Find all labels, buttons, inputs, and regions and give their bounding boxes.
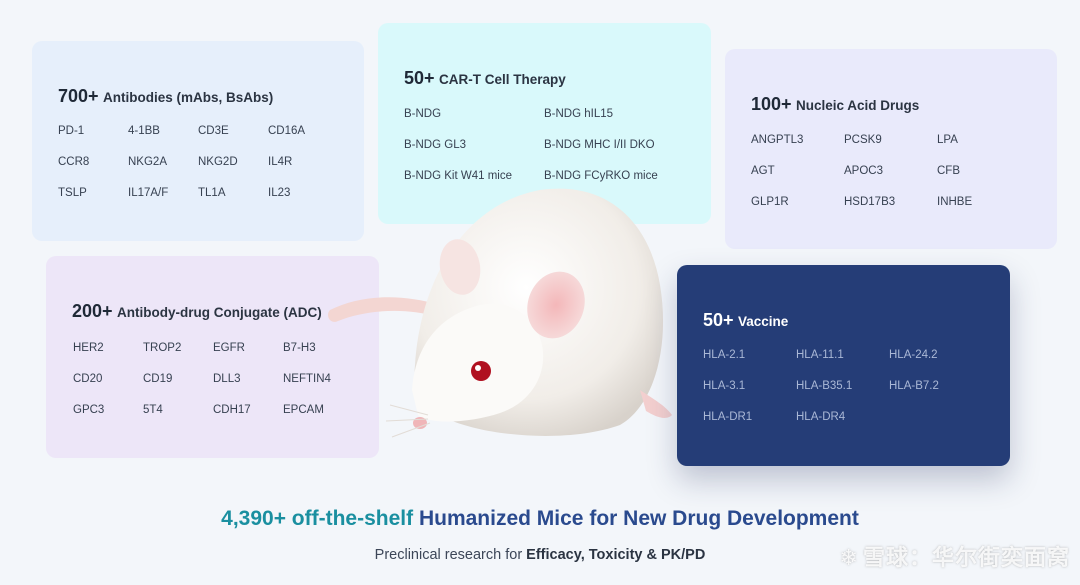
watermark: ❄ 雪球：华尔街奕面窝	[840, 540, 1070, 572]
list-item: B7-H3	[283, 342, 316, 354]
antibodies-card: 700+ Antibodies (mAbs, BsAbs) PD-1 4-1BB…	[32, 41, 364, 241]
mouse-eye	[471, 361, 491, 381]
cart-title: 50+ CAR-T Cell Therapy	[404, 68, 566, 89]
list-item: LPA	[937, 134, 958, 146]
list-item: CD16A	[268, 125, 306, 137]
list-item: B-NDG	[404, 108, 442, 120]
cart-label: CAR-T Cell Therapy	[439, 72, 566, 87]
list-item: B-NDG MHC I/II DKO	[544, 139, 655, 151]
list-item: HSD17B3	[844, 196, 896, 208]
list-item: EPCAM	[283, 404, 324, 416]
list-item: DLL3	[213, 373, 241, 385]
list-item: IL17A/F	[128, 187, 169, 199]
nucleic-count: 100+	[751, 94, 792, 114]
vaccine-title: 50+ Vaccine	[703, 310, 788, 331]
adc-count: 200+	[72, 301, 113, 321]
list-item: AGT	[751, 165, 775, 177]
list-item: HLA-3.1	[703, 380, 746, 392]
list-item: HLA-B35.1	[796, 380, 853, 392]
list-item: CCR8	[58, 156, 90, 168]
list-item: HLA-11.1	[796, 349, 844, 361]
list-item: PD-1	[58, 125, 85, 137]
list-item: HER2	[73, 342, 104, 354]
list-item: HLA-2.1	[703, 349, 746, 361]
antibodies-title: 700+ Antibodies (mAbs, BsAbs)	[58, 86, 273, 107]
list-item: INHBE	[937, 196, 973, 208]
list-item: B-NDG hIL15	[544, 108, 614, 120]
list-item: IL23	[268, 187, 291, 199]
list-item: NKG2A	[128, 156, 167, 168]
list-item: B-NDG Kit W41 mice	[404, 170, 512, 182]
list-item: IL4R	[268, 156, 293, 168]
headline: 4,390+ off-the-shelf Humanized Mice for …	[0, 507, 1080, 531]
list-item: TSLP	[58, 187, 87, 199]
watermark-text: 雪球：华尔街奕面窝	[862, 545, 1070, 570]
list-item: CD19	[143, 373, 173, 385]
mouse-paw	[640, 390, 672, 418]
adc-title: 200+ Antibody-drug Conjugate (ADC)	[72, 301, 322, 322]
nucleic-acid-card: 100+ Nucleic Acid Drugs ANGPTL3 PCSK9 LP…	[725, 49, 1057, 249]
list-item: 5T4	[143, 404, 163, 416]
nucleic-title: 100+ Nucleic Acid Drugs	[751, 94, 919, 115]
list-item: TL1A	[198, 187, 226, 199]
list-item: TROP2	[143, 342, 182, 354]
list-item: GLP1R	[751, 196, 789, 208]
headline-part2: Humanized Mice for New Drug Development	[418, 507, 859, 530]
list-item: CDH17	[213, 404, 251, 416]
headline-part1: 4,390+ off-the-shelf	[221, 507, 419, 530]
list-item: HLA-24.2	[889, 349, 938, 361]
list-item: EGFR	[213, 342, 245, 354]
cart-count: 50+	[404, 68, 435, 88]
list-item: CFB	[937, 165, 960, 177]
adc-label: Antibody-drug Conjugate (ADC)	[117, 305, 322, 320]
vaccine-label: Vaccine	[738, 314, 789, 329]
subline-prefix: Preclinical research for	[374, 547, 527, 563]
subheadline: Preclinical research for Efficacy, Toxic…	[0, 547, 1080, 563]
list-item: NEFTIN4	[283, 373, 331, 385]
mouse-tail	[327, 297, 440, 322]
list-item: PCSK9	[844, 134, 882, 146]
subline-emphasis: Efficacy, Toxicity & PK/PD	[526, 547, 706, 563]
snowball-logo-icon: ❄	[839, 545, 859, 570]
vaccine-count: 50+	[703, 310, 734, 330]
antibodies-count: 700+	[58, 86, 99, 106]
list-item: HLA-B7.2	[889, 380, 939, 392]
mouse-ear-left	[439, 239, 481, 295]
mouse-ear-right	[527, 271, 585, 339]
list-item: B-NDG GL3	[404, 139, 466, 151]
nucleic-label: Nucleic Acid Drugs	[796, 98, 920, 113]
mouse-illustration	[327, 188, 672, 438]
list-item: CD3E	[198, 125, 229, 137]
list-item: CD20	[73, 373, 103, 385]
list-item: APOC3	[844, 165, 883, 177]
antibodies-label: Antibodies (mAbs, BsAbs)	[103, 90, 274, 105]
list-item: GPC3	[73, 404, 105, 416]
adc-card: 200+ Antibody-drug Conjugate (ADC) HER2 …	[46, 256, 379, 458]
list-item: HLA-DR1	[703, 411, 753, 423]
list-item: 4-1BB	[128, 125, 160, 137]
list-item: ANGPTL3	[751, 134, 804, 146]
list-item: B-NDG FCyRKO mice	[544, 170, 658, 182]
list-item: HLA-DR4	[796, 411, 846, 423]
list-item: NKG2D	[198, 156, 238, 168]
vaccine-card: 50+ Vaccine HLA-2.1 HLA-11.1 HLA-24.2 HL…	[677, 265, 1010, 466]
